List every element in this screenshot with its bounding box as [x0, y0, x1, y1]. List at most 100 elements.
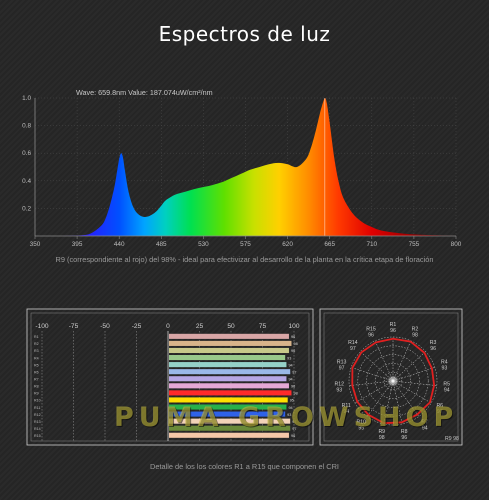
bar-category-label: R7: [34, 377, 39, 381]
radar-spoke: [374, 340, 394, 382]
bar-value-label: 98: [293, 392, 297, 396]
spectrum-area: [63, 97, 456, 236]
bar-x-tick-label: -25: [132, 323, 142, 330]
spectrum-x-tick-label: 710: [366, 241, 377, 248]
spectrum-x-tick-label: 530: [198, 241, 209, 248]
bar-x-tick-labels: -100 -75 -50 -25 0 25 50 75 100: [35, 323, 299, 330]
spectrum-y-tick-label: 1.0: [22, 95, 31, 102]
radar-category-label: R12: [335, 382, 345, 388]
radar-category-label: R4: [441, 359, 448, 365]
bar-category-label: R4: [34, 356, 39, 360]
radar-ring: [348, 336, 438, 426]
radar-value-label: 97: [437, 409, 443, 415]
caption-r9: R9 (correspondiente al rojo) del 98% - i…: [55, 255, 434, 264]
radar-category-label: R1: [390, 322, 397, 328]
bar-mark: [169, 432, 289, 438]
bar-category-label: R5: [34, 363, 39, 367]
radar-spoke: [392, 367, 435, 382]
radar-spoke: [354, 380, 394, 404]
spectrum-y-tick-label: 0.8: [22, 123, 31, 130]
cri-bar-panel: -100 -75 -50 -25 0 25 50 75 100 R1 R2 R3 R4 R5 R6 R7 R8…: [26, 308, 314, 446]
spectrum-x-tick-label: 665: [324, 241, 335, 248]
radar-value-label: 94: [444, 388, 450, 394]
radar-category-label: R9: [378, 429, 385, 435]
radar-value-label: 93: [441, 365, 447, 371]
bar-x-tick-label: 0: [166, 323, 170, 330]
bar-category-label: R13: [34, 420, 41, 424]
wave-readout: Wave: 659.8nm Value: 187.074uW/cm²/nm: [76, 88, 213, 97]
bar-marks: [169, 333, 292, 438]
radar-category-label: R5: [443, 382, 450, 388]
bar-mark: [169, 362, 287, 368]
bar-x-tick-label: 50: [227, 323, 235, 330]
bar-x-tick-label: 25: [196, 323, 204, 330]
bar-category-label: R15: [34, 434, 41, 438]
bar-value-label: 96: [291, 349, 295, 353]
radar-ring: [375, 363, 411, 399]
radar-spoke: [392, 380, 432, 404]
bar-value-label: 97: [292, 370, 296, 374]
radar-value-label: 94: [422, 426, 428, 432]
bar-category-label: R6: [34, 370, 39, 374]
bar-x-tick-label: -100: [35, 323, 49, 330]
radar-category-label: R10: [356, 420, 366, 426]
bar-category-label: R2: [34, 342, 39, 346]
radar-spoke: [392, 380, 437, 386]
radar-spoke: [392, 351, 426, 382]
spectrum-x-tick-label: 440: [114, 241, 125, 248]
bar-category-label: R14: [34, 427, 41, 431]
radar-spoke: [349, 380, 394, 386]
radar-spoke: [351, 367, 394, 382]
radar-value-label: 96: [390, 328, 396, 334]
bar-category-label: R3: [34, 349, 39, 353]
bar-category-label: R8: [34, 385, 39, 389]
radar-series-line: [351, 337, 436, 425]
radar-category-label: R13: [337, 359, 347, 365]
radar-center-glow: [387, 375, 399, 387]
spectrum-x-tick-label: 575: [240, 241, 251, 248]
bar-category-labels: R1 R2 R3 R4 R5 R6 R7 R8 R9 R10 R11 R12 R13 R14 R15: [34, 335, 41, 438]
page-title: Espectros de luz: [158, 22, 331, 46]
bar-mark: [169, 340, 292, 346]
bar-value-label: 93: [287, 413, 291, 417]
bar-value-label: 93: [287, 356, 291, 360]
radar-spoke: [360, 351, 394, 382]
spectrum-x-tick-label: 620: [282, 241, 293, 248]
bar-mark: [169, 397, 288, 403]
bar-mark: [169, 383, 289, 389]
radar-value-label: 96: [401, 435, 407, 441]
radar-value-label: 98: [379, 435, 385, 441]
bar-mark: [169, 418, 291, 424]
spectrum-y-tick-label: 0.4: [22, 178, 31, 185]
bar-value-label: 97: [292, 420, 296, 424]
radar-category-label: R7: [421, 420, 428, 426]
radar-category-label: R2: [412, 327, 419, 333]
radar-spoke: [383, 380, 394, 425]
bar-value-label: 95: [290, 399, 294, 403]
radar-ring: [383, 371, 403, 391]
radar-spoke: [392, 380, 420, 417]
bar-mark: [169, 376, 287, 382]
radar-value-label: 97: [339, 365, 345, 371]
bar-mark: [169, 369, 291, 375]
radar-ring: [366, 354, 420, 408]
bar-mark: [169, 390, 292, 396]
radar-category-label: R15: [366, 327, 376, 333]
bar-category-label: R12: [34, 413, 41, 417]
radar-value-label: 96: [430, 346, 436, 352]
spectrum-y-tick-labels: 0.2 0.4 0.6 0.8 1.0: [22, 95, 31, 212]
spectrum-x-tick-label: 350: [30, 241, 41, 248]
radar-category-label: R11: [342, 403, 351, 409]
spectrum-x-tick-label: 485: [156, 241, 167, 248]
radar-value-label: 94: [343, 409, 349, 415]
bar-value-label: 94: [288, 363, 292, 367]
bar-value-label: 94: [288, 377, 292, 381]
radar-category-label: R8: [401, 429, 408, 435]
bar-value-label: 96: [291, 385, 295, 389]
spectrum-x-tick-label: 755: [409, 241, 420, 248]
bar-value-label: 96: [291, 434, 295, 438]
